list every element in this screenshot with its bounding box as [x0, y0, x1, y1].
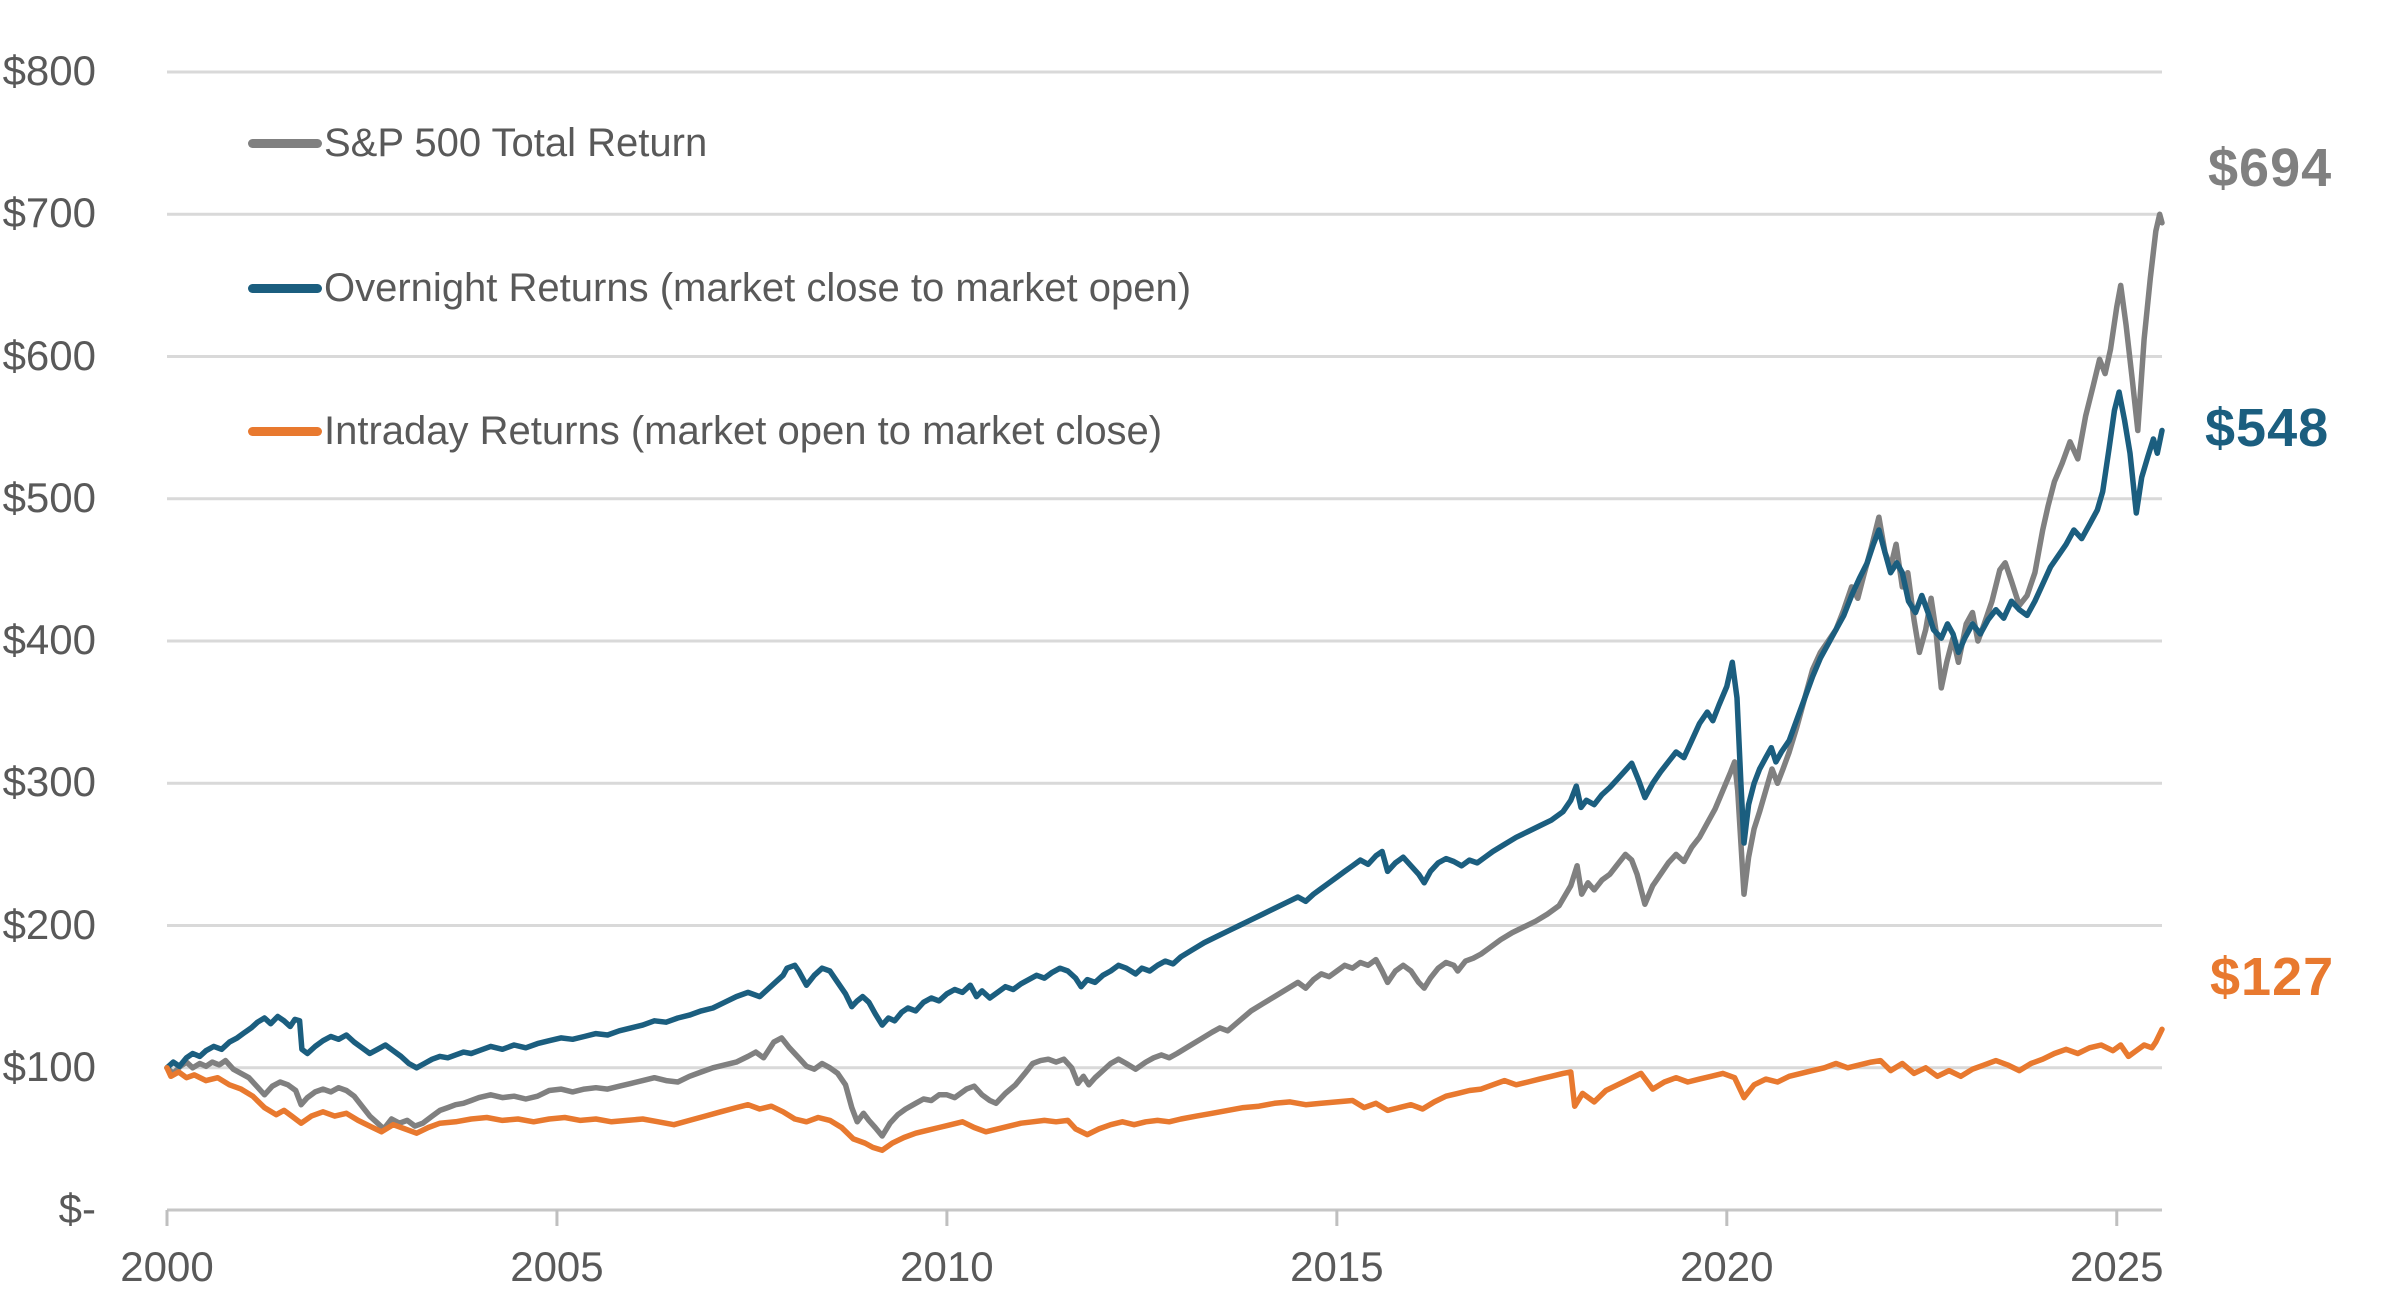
x-axis-label-2005: 2005 — [510, 1243, 604, 1290]
x-axis-label-2015: 2015 — [1290, 1243, 1384, 1290]
series-line-sp500_total_return — [164, 211, 2165, 1139]
y-axis-label-800: $800 — [2, 47, 96, 95]
legend-item-sp500-total-return: S&P 500 Total Return — [248, 119, 707, 167]
legend-label: Overnight Returns (market close to marke… — [324, 265, 1192, 310]
y-axis-label-700: $700 — [2, 189, 96, 237]
legend-item-overnight-returns: Overnight Returns (market close to marke… — [248, 264, 1191, 312]
series-line-overnight_returns — [164, 389, 2165, 1071]
legend-label: S&P 500 Total Return — [324, 120, 708, 165]
y-axis-label-100: $100 — [2, 1042, 96, 1090]
x-axis-label-2020: 2020 — [1680, 1243, 1774, 1290]
x-axis-label-2025: 2025 — [2070, 1243, 2164, 1290]
end-value-label-overnight: $548 — [2205, 398, 2330, 458]
y-axis-label-500: $500 — [2, 473, 96, 521]
y-axis-label-600: $600 — [2, 331, 96, 379]
x-axis-label-2000: 2000 — [120, 1243, 214, 1290]
legend-line-sample-blue — [248, 283, 322, 293]
y-axis-label-200: $200 — [2, 900, 96, 948]
legend-item-intraday-returns: Intraday Returns (market open to market … — [248, 407, 1162, 455]
legend-line-sample-orange — [248, 426, 322, 436]
series-line-intraday_returns — [164, 1026, 2165, 1154]
end-value-label-total-return: $694 — [2208, 138, 2333, 198]
x-axis-label-2010: 2010 — [900, 1243, 994, 1290]
y-axis-label-400: $400 — [2, 616, 96, 664]
y-axis-label-300: $300 — [2, 758, 96, 806]
legend-label: Intraday Returns (market open to market … — [324, 408, 1163, 453]
y-axis-label-0: $- — [58, 1185, 96, 1233]
end-value-label-intraday: $127 — [2210, 947, 2335, 1007]
legend-line-sample-gray — [248, 138, 322, 148]
